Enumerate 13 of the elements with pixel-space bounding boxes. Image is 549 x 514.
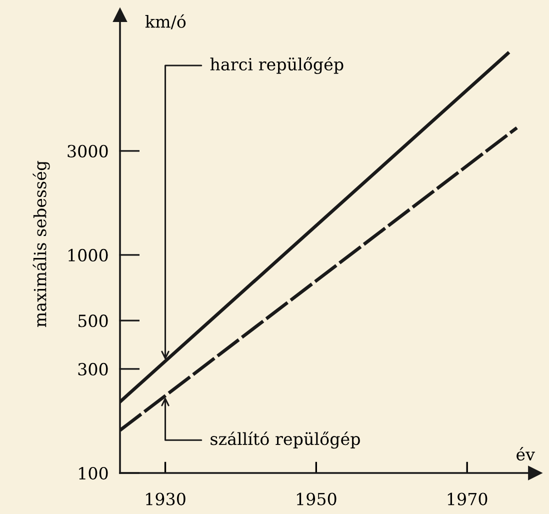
y-tick-label: 300	[78, 362, 108, 376]
y-tick-label: 100	[79, 466, 108, 480]
x-axis-title: év	[516, 447, 535, 461]
x-tick-label: 1970	[448, 492, 488, 506]
annotation: km/ó	[145, 14, 186, 30]
x-tick-label: 1950	[297, 492, 336, 506]
annotation: harci repülőgép	[210, 56, 344, 74]
annotation: szállító repülőgép	[210, 432, 360, 449]
y-axis-title: maximális sebesség	[32, 160, 50, 328]
y-tick-label: 500	[78, 314, 108, 328]
y-tick-label: 3000	[68, 144, 108, 158]
x-tick-label: 1930	[146, 492, 186, 506]
y-tick-label: 1000	[68, 248, 108, 262]
